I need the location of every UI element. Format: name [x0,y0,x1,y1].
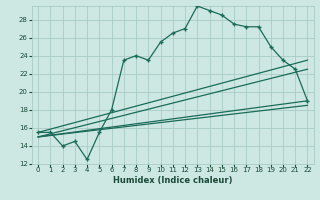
X-axis label: Humidex (Indice chaleur): Humidex (Indice chaleur) [113,176,233,185]
